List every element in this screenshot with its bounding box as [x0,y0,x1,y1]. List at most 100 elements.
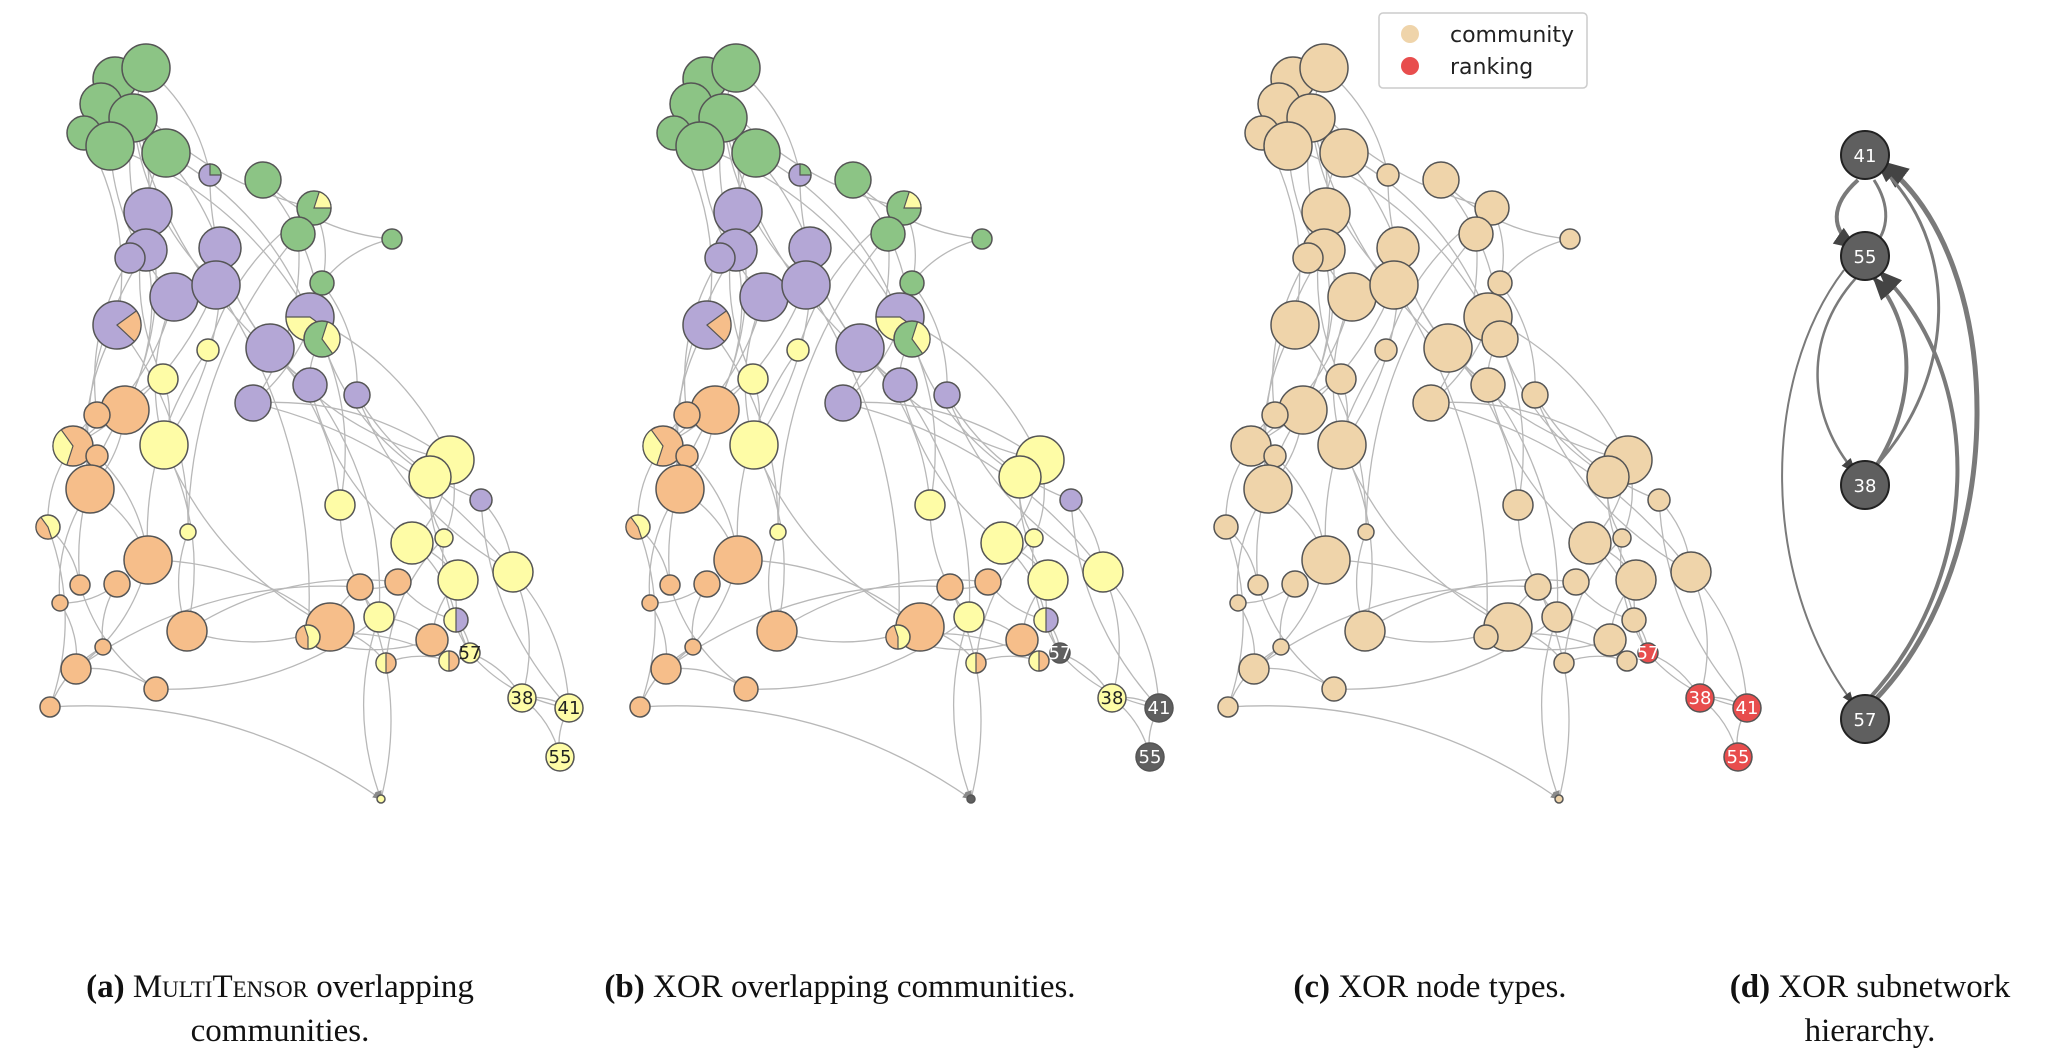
panel-c-xor-node-types-network: 57 38 41 55 [1213,43,1762,804]
network-nodes: 57 38 41 55 [625,43,1174,804]
network-node [673,401,701,429]
caption-b-method: XOR [653,969,723,1005]
labeled-node: 57 [1049,642,1072,664]
network-node [245,323,295,373]
network-edge [1325,559,1509,628]
node-label: 57 [1049,643,1072,664]
network-node [1299,43,1349,93]
network-node [1357,523,1375,541]
network-node [1082,551,1124,593]
network-node [1027,559,1069,601]
network-node [756,610,798,652]
network-node [625,514,651,540]
network-edge [147,559,331,628]
network-node [1554,794,1564,804]
network-node [280,216,316,252]
network-edge [49,705,382,800]
network-node [1562,568,1590,596]
legend: community ranking [1378,12,1588,89]
network-node [381,228,403,250]
hierarchy-edge [1816,277,1857,474]
network-node [737,363,769,395]
caption-d: (d) XOR subnetwork hierarchy. [1700,965,2040,1053]
network-edge [1225,526,1244,708]
network-node [492,551,534,593]
network-node [1344,610,1386,652]
labeled-node: 38 [1097,683,1127,713]
network-node [376,794,386,804]
hierarchy-edge [1868,164,1941,474]
network-node [1559,228,1581,250]
network-node [971,228,993,250]
labeled-node: 57 [459,642,481,664]
legend-ranking-label: ranking [1450,55,1533,80]
network-node [1327,272,1377,322]
legend-community-label: community [1450,23,1574,48]
network-node [296,190,332,226]
network-edge [1447,347,1629,462]
network-node [1473,624,1499,650]
network-node [179,523,197,541]
network-node [953,601,985,633]
network-node [1033,607,1059,633]
network-node [244,161,282,199]
network-node [292,367,328,403]
network-node [1243,464,1293,514]
network-node [1317,420,1367,470]
network-node [1470,367,1506,403]
network-node [1423,323,1473,373]
network-edge [47,526,66,708]
caption-b-tag: (b) [604,969,645,1005]
network-edge [737,559,921,628]
network-node [675,121,725,171]
network-node [1270,300,1320,350]
network-node [103,570,131,598]
network-node [143,676,169,702]
caption-c-text: node types. [1416,969,1567,1005]
network-edge [1534,394,1660,501]
network-node [1612,528,1632,548]
network-node [936,573,964,601]
network-edge [952,616,972,800]
network-node [149,272,199,322]
network-edge [973,537,1035,664]
network-node [1024,528,1044,548]
network-node [363,601,395,633]
network-edge [805,284,903,638]
hierarchy-node-57: 57 [1840,694,1890,744]
network-node [1238,653,1270,685]
network-node [693,570,721,598]
network-node [1586,455,1630,499]
network-node [39,696,61,718]
network-edge [745,616,970,690]
network-node [1319,128,1369,178]
network-node [415,623,449,657]
network-node [469,488,493,512]
node-label: 41 [558,698,581,719]
network-node [346,573,374,601]
network-node [824,384,862,422]
network-edge [1540,616,1560,800]
network-node [675,444,699,468]
network-node [343,381,371,409]
network-edge [362,616,382,800]
caption-c-method: XOR [1338,969,1408,1005]
legend-ranking-marker [1401,57,1419,75]
node-label: 41 [1148,698,1171,719]
network-edge [1430,402,1692,573]
network-node [1458,216,1494,252]
network-node [1481,320,1519,358]
network-node [781,260,831,310]
network-node [998,455,1042,499]
network-node [114,242,146,274]
network-node [1422,161,1460,199]
network-node [35,514,61,540]
network-edge [1487,384,1562,618]
network-node [788,163,812,187]
network-nodes: 57 38 41 55 [35,43,584,804]
network-edge [1333,616,1558,690]
network-node [684,638,702,656]
hierarchy-edge [1870,276,1909,474]
network-edge [842,401,1041,461]
